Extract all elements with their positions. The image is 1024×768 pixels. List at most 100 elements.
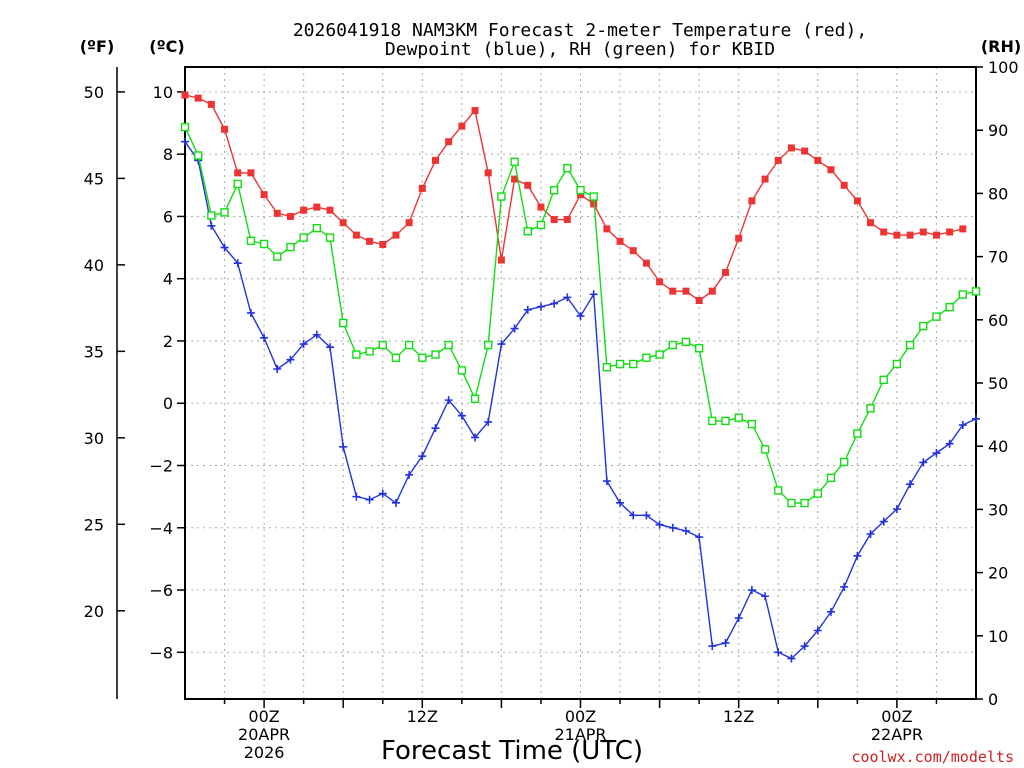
rh-tick-label: 20 (988, 564, 1008, 583)
rh-point (510, 157, 519, 167)
temperature-point (787, 144, 795, 152)
dewpoint-point (932, 449, 941, 458)
dewpoint-point (576, 312, 585, 321)
rh-point (642, 353, 651, 362)
rh-point (602, 363, 612, 372)
dewpoint-point (813, 626, 822, 635)
temperature-series (181, 91, 967, 304)
dewpoint-point (286, 355, 295, 364)
temperature-point (497, 256, 505, 264)
rh-point (760, 445, 770, 454)
temperature-point (853, 197, 861, 205)
dewpoint-point (378, 489, 387, 498)
dewpoint-point (207, 221, 216, 230)
rh-point (207, 211, 216, 220)
rh-point (431, 350, 440, 359)
temperature-line (184, 94, 963, 302)
temperature-point (616, 237, 624, 245)
rh-point (971, 287, 981, 296)
rh-series (180, 122, 981, 508)
dewpoint-point (550, 299, 559, 308)
rh-point (259, 239, 269, 249)
rh-point (286, 242, 295, 252)
temperature-point (761, 175, 769, 183)
temperature-point (524, 181, 532, 189)
celsius-axis-title: (ºC) (149, 37, 184, 56)
dewpoint-point (747, 586, 756, 595)
temperature-point (511, 175, 519, 183)
rh-point (352, 350, 361, 359)
temperature-point (194, 94, 202, 102)
dewpoint-point (681, 526, 690, 535)
rh-point (220, 208, 229, 217)
dewpoint-point (365, 495, 374, 504)
time-tick-label: 20APR (238, 725, 290, 744)
rh-point (615, 359, 625, 369)
dewpoint-point (774, 648, 783, 657)
rh-point (404, 340, 414, 350)
temperature-point (919, 228, 927, 236)
rh-tick-label: 10 (988, 627, 1008, 646)
rh-point (457, 366, 467, 375)
rh-point (853, 429, 862, 438)
chart-title-line1: 2026041918 NAM3KM Forecast 2-meter Tempe… (293, 20, 867, 41)
rh-point (418, 353, 427, 362)
dewpoint-point (642, 511, 651, 520)
dewpoint-point (497, 340, 506, 349)
temperature-point (458, 122, 466, 130)
fahrenheit-tick-label: 25 (84, 515, 104, 534)
temperature-point (695, 296, 703, 304)
temperature-point (181, 91, 189, 99)
dewpoint-point (906, 480, 915, 489)
dewpoint-point (721, 638, 730, 647)
dewpoint-point (919, 458, 928, 467)
rh-point (919, 321, 928, 331)
temperature-point (431, 156, 439, 164)
celsius-tick-label: 10 (153, 83, 173, 102)
temperature-point (774, 156, 782, 164)
time-tick-label: 12Z (723, 707, 754, 726)
dewpoint-point (695, 533, 704, 542)
watermark: coolwx.com/modelts (851, 748, 1014, 766)
temperature-point (260, 191, 268, 199)
temperature-point (867, 219, 875, 227)
dewpoint-point (892, 505, 901, 514)
dewpoint-point (826, 607, 835, 616)
rh-tick-label: 50 (988, 374, 1008, 393)
rh-point (879, 375, 888, 385)
time-tick-label: 21APR (554, 725, 606, 744)
temperature-point (537, 203, 545, 211)
rh-point (312, 223, 322, 233)
fahrenheit-tick-label: 45 (84, 169, 104, 188)
time-tick-label: 00Z (565, 707, 596, 726)
temperature-point (722, 268, 730, 276)
celsius-tick-label: −6 (149, 581, 173, 600)
dewpoint-point (510, 324, 519, 333)
rh-point (246, 236, 256, 246)
rh-point (774, 486, 783, 495)
temperature-point (656, 278, 664, 286)
rh-point (523, 227, 532, 236)
dewpoint-point (352, 492, 361, 501)
rh-point (325, 233, 335, 242)
dewpoint-point (879, 517, 888, 526)
dewpoint-point (602, 477, 611, 486)
dewpoint-point (444, 396, 453, 405)
rh-point (299, 233, 308, 242)
temperature-point (550, 216, 558, 224)
temperature-point (577, 191, 584, 199)
temperature-point (379, 240, 387, 248)
rh-tick-label: 30 (988, 500, 1008, 519)
temperature-point (352, 231, 360, 239)
temperature-point (234, 169, 242, 177)
temperature-point (932, 231, 940, 239)
rh-point (365, 347, 374, 356)
rh-tick-label: 40 (988, 437, 1008, 456)
dewpoint-point (431, 424, 440, 433)
temperature-point (642, 259, 650, 267)
temperature-point (946, 228, 954, 236)
dewpoint-point (945, 439, 954, 448)
temperature-point (207, 100, 215, 108)
